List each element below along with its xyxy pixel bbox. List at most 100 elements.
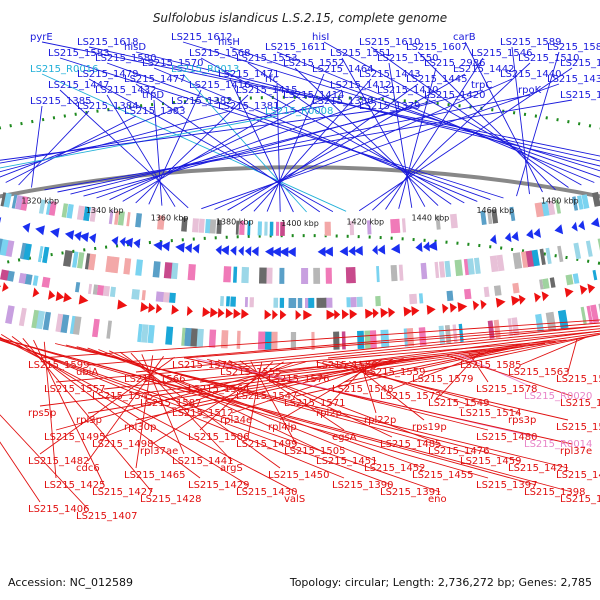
forward-gene-arrow [554,224,564,235]
label-connector [153,99,163,206]
feature-block [311,331,315,350]
feature-block [555,199,561,214]
reverse-gene-label: rpl4lp [268,422,297,433]
reverse-gene-arrow [587,283,596,294]
feature-block [247,221,251,236]
label-connector [109,350,329,455]
feature-block [446,290,454,302]
feature-block [535,313,544,333]
feature-block [141,290,146,301]
label-connector [148,89,202,205]
feature-block [168,292,176,303]
label-connector [228,360,393,438]
reverse-gene-arrow [0,285,1,288]
reverse-gene-arrow [78,294,89,305]
reverse-gene-label: LS215_1564 [188,384,249,395]
label-connector [471,333,599,359]
forward-gene-label: LS215_1392 [560,90,600,101]
label-connector [398,67,437,209]
feature-block [181,217,188,232]
label-connector [276,83,281,212]
label-connector [87,322,600,366]
label-connector [0,115,278,169]
reverse-gene-label: LS215_1391 [380,487,441,498]
feature-block [393,218,401,234]
forward-gene-arrow [220,245,230,256]
reverse-gene-label: LS215_1514 [460,408,521,419]
reverse-gene-arrow [341,309,349,320]
forward-gene-arrow [339,246,348,257]
reverse-gene-arrow [495,297,506,308]
reverse-gene-arrow [326,309,336,320]
feature-block [458,323,464,342]
reverse-gene-label: rpl34e [220,415,252,426]
forward-gene-label: LS215_1570 [142,58,203,69]
feature-block [126,212,131,227]
label-connector [417,51,556,191]
reverse-gene-arrow [511,295,521,306]
forward-gene-label: LS215_1584 [547,42,600,53]
feature-block [235,220,240,235]
forward-gene-arrow [244,246,252,257]
feature-block [333,331,340,350]
label-connector [185,357,573,445]
label-connector [240,83,419,212]
forward-gene-arrow [354,245,363,256]
feature-block [69,315,76,334]
reverse-gene-arrow [534,292,541,303]
feature-block [324,221,331,236]
feature-block [454,259,463,277]
reverse-gene-arrow [148,302,156,313]
feature-block [87,253,97,271]
scale-tick-label: 1420 kbp [346,218,384,227]
label-connector [182,73,307,213]
feature-block [380,329,390,348]
label-connector [343,349,502,383]
reverse-gene-label: rpl37ae [140,446,178,457]
reverse-gene-arrow [272,309,278,320]
feature-block [205,219,211,234]
reverse-gene-label: LS215_R0020 [524,391,592,402]
reverse-gene-arrow [2,282,9,292]
feature-block [226,296,230,307]
feature-block [42,246,50,264]
feature-block [223,266,232,283]
reverse-gene-arrow [426,304,436,315]
forward-gene-label: LS215_1443 [359,69,420,80]
reverse-gene-label: LS215_1556 [316,360,377,371]
feature-block [135,259,143,276]
feature-block [316,297,321,308]
inner-feature-strip [5,303,600,350]
reverse-gene-label: LS215_1545 [92,391,153,402]
reverse-gene-arrow [541,291,549,302]
reverse-gene-label: LS215_1480 [476,432,537,443]
feature-block [135,213,142,228]
label-connector [183,325,600,359]
reverse-gene-label: LS215_1499 [236,439,297,450]
reverse-gene-label: eno [428,494,447,505]
forward-gene-arrow [511,231,519,242]
reverse-gene-arrow [280,309,287,320]
reverse-gene-label: LS215_1571 [284,398,345,409]
forward-gene-arrow [251,246,259,257]
feature-block [108,209,114,225]
feature-block [349,267,356,284]
feature-block [106,320,112,339]
reverse-gene-arrow [457,302,468,313]
reverse-gene-label: rpl30p [124,422,156,433]
feature-block [208,219,217,234]
forward-gene-label: LS215_1546 [471,48,532,59]
feature-block [511,317,520,336]
feature-block [15,195,23,210]
reverse-gene-label: rpl22p [364,415,396,426]
forward-gene-label: LS215_1379 [359,101,420,112]
reverse-gene-label: LS215_1476 [428,446,489,457]
label-connector [135,51,600,167]
label-connector [54,343,569,469]
feature-block [577,195,584,210]
label-connector [31,105,43,188]
reverse-gene-arrow [449,302,457,313]
